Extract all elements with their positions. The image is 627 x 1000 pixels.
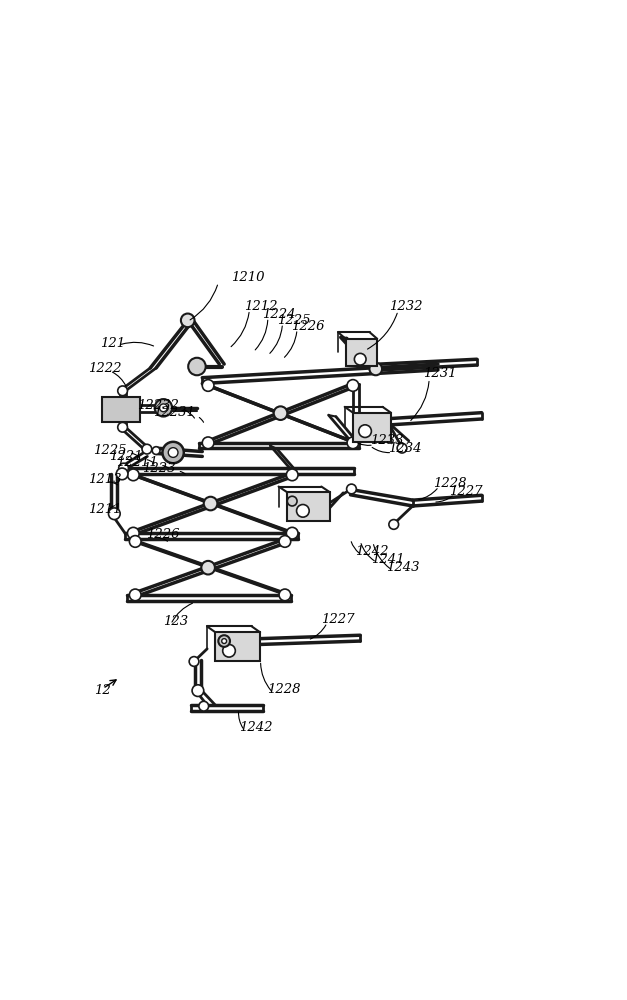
Text: 121: 121 (100, 337, 125, 350)
Text: 123: 123 (164, 615, 189, 628)
Circle shape (279, 589, 291, 601)
Text: 1232: 1232 (389, 300, 423, 313)
Circle shape (279, 536, 291, 547)
Circle shape (204, 497, 218, 510)
Circle shape (162, 442, 184, 463)
Circle shape (223, 644, 235, 657)
Circle shape (287, 496, 297, 506)
Circle shape (199, 701, 209, 711)
Text: 1227: 1227 (449, 485, 482, 498)
Bar (287, 492, 330, 521)
Text: 1224: 1224 (262, 308, 295, 321)
Circle shape (347, 380, 359, 391)
Text: 1213: 1213 (88, 473, 122, 486)
Circle shape (127, 469, 139, 481)
Text: 1223: 1223 (142, 462, 176, 475)
Circle shape (287, 527, 298, 539)
Text: 1222: 1222 (88, 362, 122, 375)
Circle shape (118, 386, 127, 396)
Text: 12232: 12232 (137, 399, 179, 412)
Text: 12: 12 (94, 684, 111, 697)
Text: 1228: 1228 (267, 683, 300, 696)
Circle shape (218, 635, 230, 647)
Circle shape (116, 468, 128, 480)
Bar (353, 413, 391, 442)
Text: 1241: 1241 (371, 553, 404, 566)
Text: 1228: 1228 (433, 477, 466, 490)
Circle shape (397, 443, 407, 453)
Circle shape (274, 406, 287, 420)
Circle shape (108, 508, 120, 520)
Circle shape (142, 444, 152, 454)
Circle shape (155, 399, 172, 417)
Circle shape (159, 404, 167, 412)
Text: 1211: 1211 (88, 503, 122, 516)
Circle shape (203, 437, 214, 449)
Text: 1225: 1225 (93, 444, 127, 457)
Circle shape (189, 657, 199, 666)
Circle shape (287, 469, 298, 481)
Circle shape (168, 448, 178, 457)
Text: 1226: 1226 (147, 528, 180, 541)
Bar (345, 339, 377, 366)
Bar (216, 632, 260, 661)
Circle shape (222, 639, 226, 643)
Text: 1210: 1210 (231, 271, 265, 284)
Text: 1221: 1221 (109, 450, 142, 463)
Circle shape (152, 447, 160, 454)
Text: 1243: 1243 (386, 561, 420, 574)
Text: 1212: 1212 (244, 300, 277, 313)
Text: 1225: 1225 (277, 314, 310, 327)
Circle shape (129, 536, 141, 547)
Text: 12211: 12211 (116, 456, 158, 469)
Circle shape (359, 425, 371, 437)
Text: 1242: 1242 (356, 545, 389, 558)
Bar (102, 397, 140, 422)
Circle shape (347, 484, 356, 494)
Circle shape (129, 589, 141, 601)
Text: 1233: 1233 (370, 434, 403, 447)
Text: 1226: 1226 (291, 320, 325, 333)
Circle shape (181, 314, 194, 327)
Circle shape (119, 463, 129, 473)
Text: 1231: 1231 (423, 367, 457, 380)
Circle shape (389, 520, 399, 529)
Circle shape (369, 363, 382, 375)
Circle shape (118, 422, 127, 432)
Circle shape (201, 561, 215, 574)
Circle shape (203, 380, 214, 391)
Circle shape (297, 505, 309, 517)
Circle shape (188, 358, 206, 375)
Circle shape (192, 685, 204, 696)
Text: 12231: 12231 (153, 406, 195, 419)
Text: 1234: 1234 (388, 442, 422, 455)
Text: 1242: 1242 (239, 721, 272, 734)
Circle shape (354, 353, 366, 365)
Circle shape (127, 527, 139, 539)
Circle shape (347, 437, 359, 449)
Text: 1227: 1227 (322, 613, 355, 626)
